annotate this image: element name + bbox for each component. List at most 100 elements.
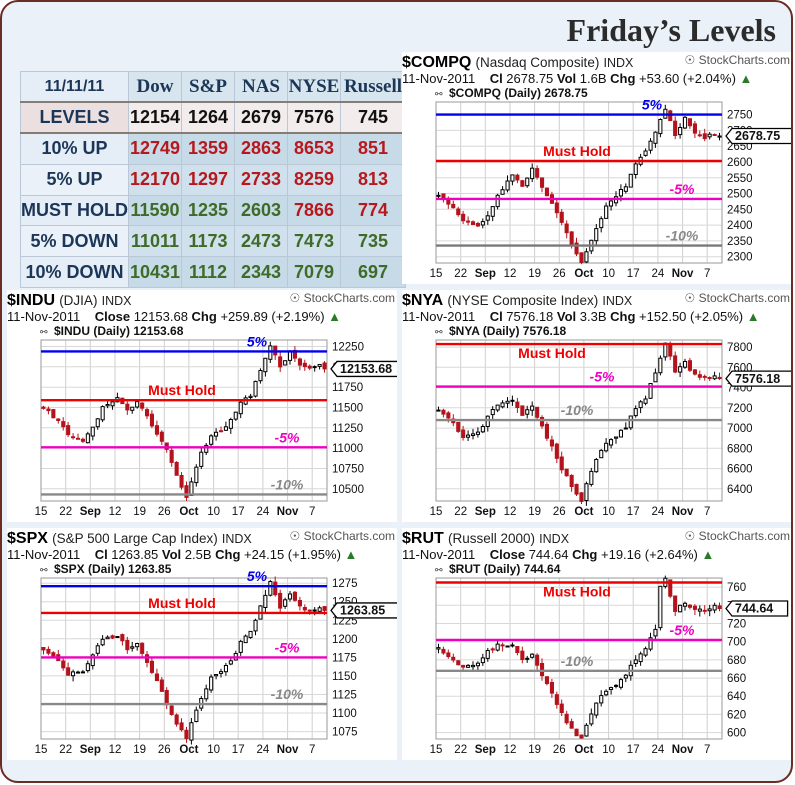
svg-text:12: 12: [504, 506, 517, 518]
svg-text:2450: 2450: [727, 204, 753, 216]
svg-text:19: 19: [528, 268, 541, 280]
svg-text:Must Hold: Must Hold: [148, 595, 216, 611]
svg-text:Oct: Oct: [179, 506, 198, 518]
svg-text:Nov: Nov: [672, 744, 694, 756]
svg-text:12153.68: 12153.68: [340, 362, 392, 376]
svg-text:24: 24: [652, 268, 665, 280]
svg-text:10750: 10750: [332, 464, 364, 476]
svg-text:15: 15: [35, 506, 48, 518]
svg-text:1200: 1200: [332, 634, 358, 646]
svg-text:26: 26: [553, 506, 566, 518]
svg-text:-10%: -10%: [271, 686, 304, 702]
svg-text:12: 12: [109, 506, 122, 518]
svg-text:2500: 2500: [727, 189, 753, 201]
svg-text:Must Hold: Must Hold: [148, 382, 216, 398]
svg-text:5%: 5%: [642, 97, 663, 113]
svg-text:1075: 1075: [332, 727, 358, 739]
svg-text:26: 26: [158, 744, 171, 756]
svg-text:26: 26: [553, 744, 566, 756]
svg-text:15: 15: [430, 268, 443, 280]
svg-text:1263.85: 1263.85: [340, 604, 385, 618]
svg-text:19: 19: [133, 744, 146, 756]
svg-text:Nov: Nov: [672, 506, 694, 518]
svg-text:2300: 2300: [727, 252, 753, 264]
svg-text:7000: 7000: [727, 423, 753, 435]
svg-text:-10%: -10%: [271, 476, 304, 492]
svg-text:7: 7: [309, 506, 315, 518]
svg-text:11000: 11000: [332, 443, 363, 455]
svg-text:1275: 1275: [332, 578, 358, 590]
svg-text:720: 720: [727, 619, 746, 631]
svg-text:10: 10: [602, 506, 615, 518]
svg-text:$SPX (Daily) 1263.85: $SPX (Daily) 1263.85: [54, 562, 172, 576]
svg-text:24: 24: [652, 506, 665, 518]
svg-text:10: 10: [602, 744, 615, 756]
svg-text:Must Hold: Must Hold: [518, 345, 586, 361]
svg-text:7: 7: [704, 506, 710, 518]
svg-text:⚯: ⚯: [435, 565, 443, 575]
svg-text:Sep: Sep: [80, 506, 101, 518]
svg-text:7: 7: [309, 744, 315, 756]
svg-text:2678.75: 2678.75: [735, 129, 780, 143]
svg-text:19: 19: [133, 506, 146, 518]
svg-text:12: 12: [504, 744, 517, 756]
svg-text:Nov: Nov: [277, 506, 299, 518]
svg-text:5%: 5%: [247, 568, 268, 584]
svg-text:Must Hold: Must Hold: [543, 143, 611, 159]
svg-text:1100: 1100: [332, 708, 357, 720]
svg-text:Oct: Oct: [574, 506, 593, 518]
svg-text:1175: 1175: [332, 652, 357, 664]
svg-text:2400: 2400: [727, 220, 753, 232]
svg-text:⚯: ⚯: [40, 327, 48, 337]
svg-text:⚯: ⚯: [435, 89, 443, 99]
svg-text:7800: 7800: [727, 342, 753, 354]
svg-text:Oct: Oct: [179, 744, 198, 756]
svg-text:$RUT (Daily) 744.64: $RUT (Daily) 744.64: [449, 562, 561, 576]
svg-text:⚯: ⚯: [40, 565, 48, 575]
svg-text:7576.18: 7576.18: [735, 372, 780, 386]
svg-text:26: 26: [158, 506, 171, 518]
svg-text:2750: 2750: [727, 110, 753, 122]
svg-text:Oct: Oct: [574, 268, 593, 280]
svg-text:24: 24: [257, 506, 270, 518]
svg-text:640: 640: [727, 691, 746, 703]
svg-text:10500: 10500: [332, 484, 364, 496]
svg-text:15: 15: [430, 744, 443, 756]
svg-text:19: 19: [528, 744, 541, 756]
svg-text:760: 760: [727, 582, 746, 594]
svg-text:660: 660: [727, 673, 746, 685]
svg-text:Nov: Nov: [672, 268, 694, 280]
svg-text:Nov: Nov: [277, 744, 299, 756]
svg-text:12: 12: [504, 268, 517, 280]
svg-text:-10%: -10%: [561, 653, 594, 669]
svg-text:22: 22: [454, 744, 467, 756]
svg-text:600: 600: [727, 728, 746, 740]
svg-text:7200: 7200: [727, 403, 753, 415]
svg-text:17: 17: [232, 744, 245, 756]
svg-text:17: 17: [232, 506, 245, 518]
svg-text:15: 15: [35, 744, 48, 756]
svg-text:-5%: -5%: [590, 369, 615, 385]
svg-text:700: 700: [727, 637, 746, 649]
svg-text:22: 22: [454, 268, 467, 280]
svg-text:Sep: Sep: [475, 506, 496, 518]
svg-text:-5%: -5%: [275, 639, 300, 655]
svg-text:26: 26: [553, 268, 566, 280]
svg-text:$INDU (Daily) 12153.68: $INDU (Daily) 12153.68: [54, 324, 184, 338]
svg-text:-5%: -5%: [670, 622, 695, 638]
svg-text:-5%: -5%: [275, 429, 300, 445]
svg-text:7: 7: [704, 744, 710, 756]
svg-text:$NYA (Daily) 7576.18: $NYA (Daily) 7576.18: [449, 324, 567, 338]
svg-text:-10%: -10%: [561, 402, 594, 418]
svg-text:-5%: -5%: [670, 181, 695, 197]
svg-text:11250: 11250: [332, 423, 363, 435]
svg-text:⚯: ⚯: [435, 327, 443, 337]
svg-text:17: 17: [627, 744, 640, 756]
svg-text:11500: 11500: [332, 403, 363, 415]
svg-text:24: 24: [652, 744, 665, 756]
svg-text:744.64: 744.64: [735, 602, 773, 616]
svg-text:7: 7: [704, 268, 710, 280]
svg-text:1125: 1125: [332, 690, 357, 702]
svg-text:2550: 2550: [727, 173, 753, 185]
svg-text:22: 22: [59, 744, 72, 756]
